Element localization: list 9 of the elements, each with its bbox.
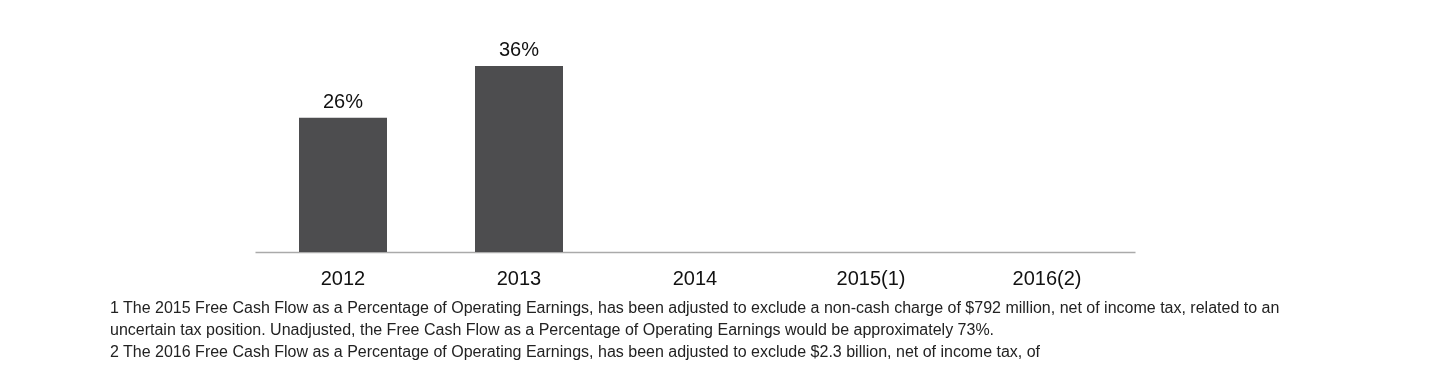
x-tick-label: 2015(1) [836, 266, 906, 289]
text: 1 The 2015 Free Cash Flow as a Percentage of Operating Earnings, has been adjusted to exclude a non-cash charge of $792 million, net of income tax, related to an uncertain tax position. Unadjusted, the Free Cash Flow as a Percentage of Operating Earnings would be approximately 73%. [110, 298, 1281, 340]
data-label: 36% [498, 38, 540, 60]
text: 2 The 2016 Free Cash Flow as a Percentage of Operating Earnings, has been adjusted to exclude $2.3 billion, net of income tax, of [110, 342, 1042, 362]
x-tick-label: 2014 [672, 266, 718, 289]
x-tick-label: 2013 [496, 266, 542, 289]
x-tick-label: 2016(2) [1012, 266, 1082, 289]
data-label: 26% [322, 89, 364, 112]
x-tick-label: 2012 [320, 266, 366, 289]
